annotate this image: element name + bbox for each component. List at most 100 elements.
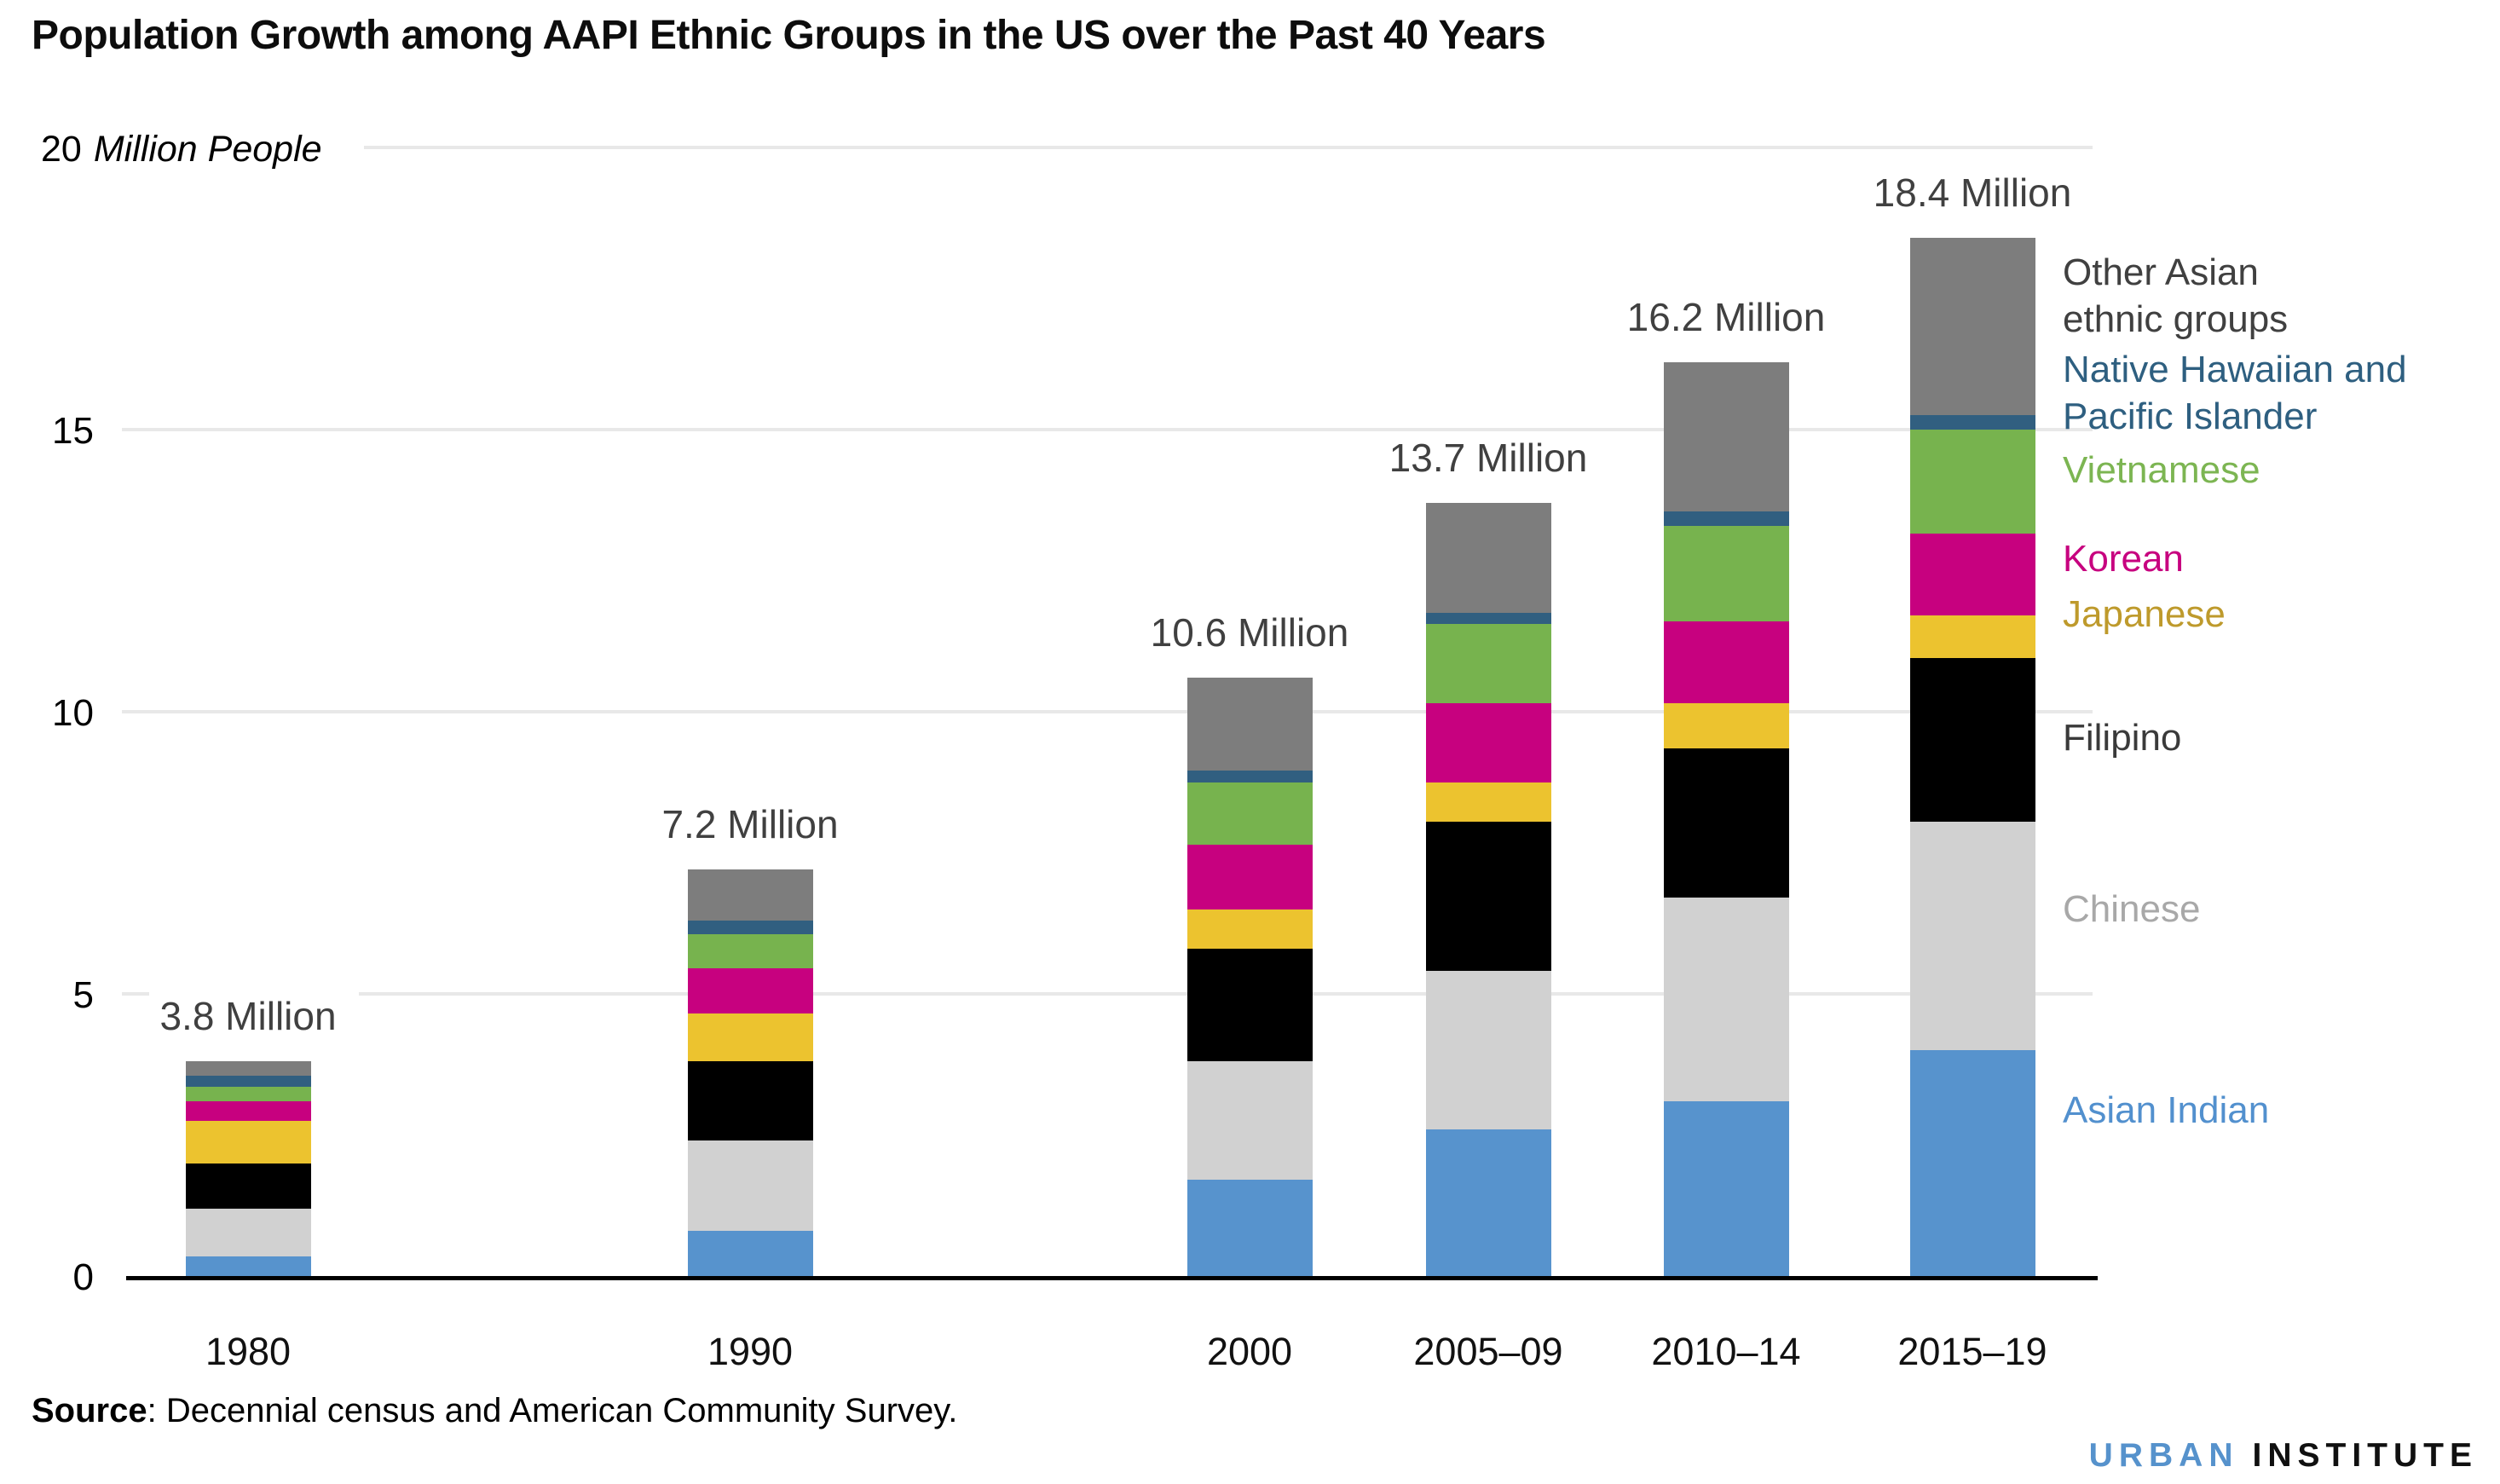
bar-segment-korean: [1663, 621, 1789, 704]
x-tick-2000: 2000: [1206, 1330, 1293, 1373]
bar-segment-korean: [1186, 844, 1313, 909]
bar-total-label-2000: 10.6 Million: [1150, 610, 1349, 655]
bar-segment-native-hawaiian-and-pacific-islander: [1909, 415, 2035, 430]
bar-segment-filipino: [1909, 658, 2035, 823]
x-tick-1990: 1990: [707, 1330, 794, 1373]
bar-segment-asian-indian: [1663, 1100, 1789, 1276]
gridline-10m: [122, 710, 2093, 713]
bar-segment-other-asian-ethnic-groups: [1186, 678, 1313, 771]
x-tick-2010–14: 2010–14: [1651, 1330, 1801, 1373]
legend-label-line: Asian Indian: [2063, 1089, 2270, 1131]
legend-item-filipino: Filipino: [2063, 714, 2181, 761]
legend-label-line: Japanese: [2063, 593, 2226, 635]
bar-segment-other-asian-ethnic-groups: [1663, 361, 1789, 511]
bar-segment-japanese: [1186, 909, 1313, 949]
bar-segment-japanese: [1909, 615, 2035, 659]
bar-2015–19: [1909, 237, 2035, 1276]
bar-segment-native-hawaiian-and-pacific-islander: [1663, 511, 1789, 526]
source-label: Source: [32, 1392, 147, 1429]
legend-label-line: Pacific Islander: [2063, 396, 2318, 437]
bar-1980: [185, 1061, 311, 1276]
y-axis-unit-label: Million People: [93, 129, 322, 170]
bar-segment-filipino: [687, 1061, 813, 1141]
legend-item-asian-indian: Asian Indian: [2063, 1087, 2269, 1134]
x-axis-line: [126, 1276, 2098, 1280]
bar-segment-japanese: [687, 1013, 813, 1062]
bar-segment-other-asian-ethnic-groups: [185, 1061, 311, 1076]
bar-segment-korean: [687, 968, 813, 1014]
bar-segment-japanese: [185, 1120, 311, 1164]
bar-segment-korean: [185, 1100, 311, 1121]
bar-2005–09: [1425, 503, 1551, 1276]
bar-1990: [687, 869, 813, 1276]
bar-segment-vietnamese: [1909, 429, 2035, 534]
legend-item-japanese: Japanese: [2063, 591, 2226, 638]
bar-segment-asian-indian: [687, 1231, 813, 1276]
bar-segment-vietnamese: [1663, 525, 1789, 622]
legend-label-line: ethnic groups: [2063, 298, 2289, 340]
bar-segment-asian-indian: [1425, 1129, 1551, 1276]
legend-label-line: Korean: [2063, 538, 2184, 580]
bar-segment-asian-indian: [1186, 1180, 1313, 1276]
gridline-15m: [122, 428, 2093, 431]
legend-item-chinese: Chinese: [2063, 886, 2200, 933]
bar-total-label-2015–19: 18.4 Million: [1873, 170, 2072, 215]
bar-2010–14: [1663, 361, 1789, 1276]
bar-total-label-2010–14: 16.2 Million: [1626, 294, 1826, 339]
bar-segment-native-hawaiian-and-pacific-islander: [185, 1075, 311, 1088]
bar-segment-korean: [1425, 703, 1551, 782]
y-axis-top-label: 20 Million People: [41, 126, 322, 172]
urban-institute-logo: URBAN INSTITUTE: [2089, 1437, 2478, 1475]
bar-segment-chinese: [1909, 822, 2035, 1051]
bar-segment-native-hawaiian-and-pacific-islander: [687, 920, 813, 935]
bar-segment-japanese: [1663, 703, 1789, 748]
bar-2000: [1186, 678, 1313, 1276]
gridline-5m: [122, 992, 149, 996]
bar-segment-japanese: [1425, 782, 1551, 823]
x-tick-2005–09: 2005–09: [1413, 1330, 1563, 1373]
bar-segment-filipino: [185, 1163, 311, 1209]
bar-segment-native-hawaiian-and-pacific-islander: [1425, 613, 1551, 625]
bar-segment-filipino: [1663, 748, 1789, 898]
y-tick-5: 5: [72, 974, 94, 1016]
bar-segment-chinese: [1663, 898, 1789, 1101]
source-text: : Decennial census and American Communit…: [147, 1392, 958, 1429]
bar-segment-chinese: [1425, 971, 1551, 1129]
logo-word-institute: INSTITUTE: [2252, 1437, 2478, 1474]
bar-segment-filipino: [1425, 822, 1551, 972]
bar-segment-vietnamese: [185, 1087, 311, 1101]
bar-segment-asian-indian: [185, 1256, 311, 1276]
bar-total-label-1990: 7.2 Million: [661, 802, 839, 847]
legend-label-line: Chinese: [2063, 888, 2201, 930]
legend-label-line: Native Hawaiian and: [2063, 349, 2407, 390]
bar-segment-chinese: [185, 1208, 311, 1256]
legend-label-line: Filipino: [2063, 717, 2182, 759]
bar-total-label-2005–09: 13.7 Million: [1389, 436, 1588, 481]
bar-segment-native-hawaiian-and-pacific-islander: [1186, 771, 1313, 782]
bar-segment-filipino: [1186, 948, 1313, 1062]
legend-item-korean: Korean: [2063, 535, 2184, 582]
bar-segment-other-asian-ethnic-groups: [687, 869, 813, 921]
bar-segment-chinese: [1186, 1061, 1313, 1181]
gridline-20m: [364, 146, 2093, 149]
bar-segment-other-asian-ethnic-groups: [1909, 237, 2035, 416]
legend-label-line: Vietnamese: [2063, 449, 2260, 491]
bar-segment-vietnamese: [1186, 782, 1313, 845]
legend-item-vietnamese: Vietnamese: [2063, 447, 2260, 494]
bar-segment-other-asian-ethnic-groups: [1425, 503, 1551, 614]
y-tick-15: 15: [52, 410, 94, 452]
bar-total-label-1980: 3.8 Million: [159, 994, 337, 1039]
logo-word-urban: URBAN: [2088, 1437, 2239, 1474]
y-tick-0: 0: [72, 1256, 94, 1298]
y-tick-10: 10: [52, 692, 94, 734]
bar-segment-vietnamese: [1425, 624, 1551, 704]
x-tick-1980: 1980: [205, 1330, 292, 1373]
bar-segment-asian-indian: [1909, 1050, 2035, 1276]
legend-item-other-asian-ethnic-groups: Other Asian ethnic groups: [2063, 249, 2288, 343]
x-tick-2015–19: 2015–19: [1897, 1330, 2047, 1373]
legend-item-native-hawaiian-and-pacific-islander: Native Hawaiian and Pacific Islander: [2063, 346, 2407, 440]
bar-segment-korean: [1909, 534, 2035, 616]
bar-segment-vietnamese: [687, 934, 813, 969]
y-axis-top-tick: 20: [41, 129, 82, 170]
